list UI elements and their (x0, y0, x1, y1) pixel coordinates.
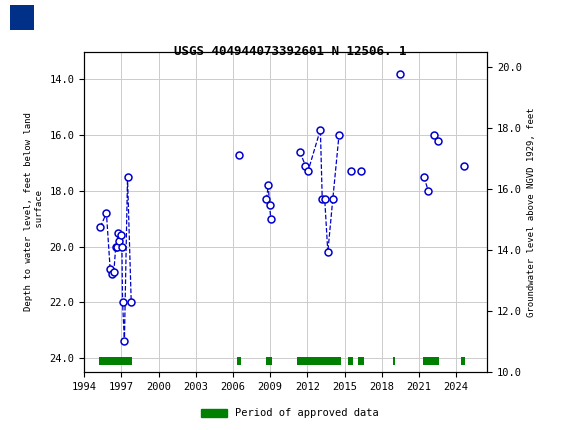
Bar (393, 357, 396, 365)
Bar (423, 357, 430, 365)
Y-axis label: Groundwater level above NGVD 1929, feet: Groundwater level above NGVD 1929, feet (527, 107, 536, 316)
Bar (430, 357, 440, 365)
Bar (237, 357, 241, 365)
Bar (348, 357, 353, 365)
Bar (266, 357, 272, 365)
Bar (358, 357, 364, 365)
FancyBboxPatch shape (10, 5, 34, 30)
Text: USGS 404944073392601 N 12506. 1: USGS 404944073392601 N 12506. 1 (174, 45, 406, 58)
Text: USGS: USGS (68, 11, 107, 24)
Bar (298, 357, 341, 365)
Bar (461, 357, 465, 365)
Bar (99, 357, 132, 365)
Y-axis label: Depth to water level, feet below land
 surface: Depth to water level, feet below land su… (24, 112, 44, 311)
Legend: Period of approved data: Period of approved data (197, 404, 383, 423)
FancyBboxPatch shape (10, 5, 63, 30)
